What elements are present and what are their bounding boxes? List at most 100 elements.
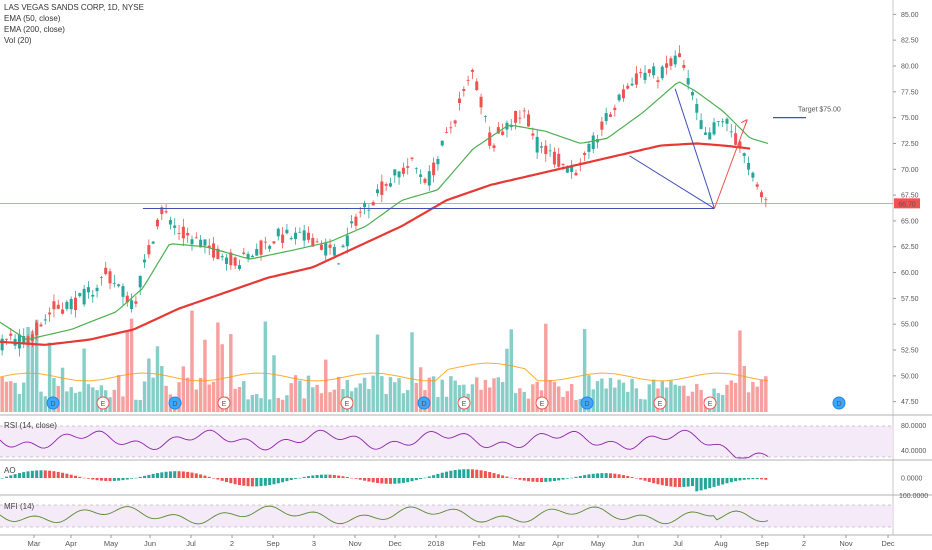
ao-bar [548, 478, 552, 482]
price-tick-label: 65.00 [901, 218, 919, 225]
candle-body [570, 165, 574, 172]
legend-ema50: EMA (50, close) [4, 14, 61, 23]
candle-body [337, 263, 341, 265]
volume-bar [129, 318, 134, 412]
ao-bar [393, 478, 397, 484]
volume-bar [393, 382, 397, 412]
candle-body [194, 237, 198, 239]
candle-body [160, 207, 164, 215]
ao-bar [544, 478, 548, 482]
ao-bar [117, 478, 121, 481]
volume-bar [198, 377, 203, 412]
candle-body [703, 132, 707, 135]
ao-bar [522, 478, 526, 481]
volume-bar [56, 385, 60, 412]
candle-body [565, 166, 569, 173]
volume-bar [336, 376, 341, 412]
candle-body [479, 96, 483, 108]
chart-title: LAS VEGAS SANDS CORP, 1D, NYSE [4, 3, 144, 12]
candle-body [61, 309, 65, 314]
volume-bar [185, 377, 190, 412]
candle-body [285, 229, 289, 234]
candle-body [259, 240, 263, 255]
ao-bar [112, 478, 116, 481]
candle-body [539, 146, 543, 148]
volume-bar [647, 384, 652, 412]
volume-bar [233, 388, 237, 412]
volume-ma-line [0, 362, 769, 382]
ao-bar [203, 475, 207, 478]
rsi-tick-80: 80.0000 [901, 423, 926, 430]
candle-body [263, 241, 267, 243]
ao-bar [255, 478, 259, 487]
ao-bar [121, 478, 125, 481]
price-tick-label: 60.00 [901, 270, 919, 277]
ao-bar [65, 473, 69, 478]
ao-bar [449, 470, 453, 478]
candle-body [440, 140, 444, 146]
candle-body [345, 235, 349, 247]
time-tick-label: Nov [348, 539, 362, 548]
ao-bar [406, 478, 410, 483]
candle-body [721, 121, 725, 123]
price-tick-label: 80.00 [901, 63, 919, 70]
volume-bar [311, 387, 315, 412]
candle-body [393, 169, 397, 176]
candle-body [186, 232, 190, 236]
candle-body [634, 73, 638, 85]
candle-body [501, 131, 505, 135]
volume-bar [449, 376, 453, 412]
volume-bar [298, 380, 302, 412]
candle-body [548, 150, 552, 152]
candle-body [531, 133, 535, 136]
candle-body [522, 110, 526, 112]
candle-body [470, 69, 474, 72]
volume-bar [138, 399, 142, 412]
candle-body [281, 234, 285, 243]
volume-bar [638, 398, 643, 412]
candle-body [332, 246, 336, 256]
candle-body [177, 233, 181, 234]
volume-bar [578, 398, 583, 412]
candle-body [311, 238, 315, 247]
candle-body [630, 83, 634, 86]
event-marker [96, 396, 110, 410]
candle-body [535, 136, 539, 153]
time-tick-label: Apr [65, 539, 77, 548]
ao-bar [181, 471, 185, 478]
ao-bar [371, 478, 375, 483]
ao-bar [738, 478, 742, 481]
volume-bar [22, 382, 26, 412]
time-tick-label: Dec [881, 539, 895, 548]
candle-body [367, 209, 371, 211]
ao-bar [673, 478, 677, 487]
ao-bar [212, 478, 216, 479]
volume-bar [548, 379, 552, 412]
time-tick-label: 2 [230, 539, 234, 548]
volume-bar [91, 387, 95, 412]
ao-bar [91, 478, 95, 480]
ao-bar [596, 473, 600, 478]
candle-body [397, 171, 401, 178]
ao-bar [703, 478, 707, 490]
ao-bar [164, 471, 168, 478]
candle-body [216, 248, 220, 259]
time-tick-label: 3 [312, 539, 316, 548]
candle-body [350, 221, 354, 224]
rsi-tick-40: 40.0000 [901, 448, 926, 455]
ao-bar [466, 469, 470, 478]
candle-body [190, 239, 194, 245]
volume-bar [526, 398, 531, 412]
time-tick-label: Jul [186, 539, 196, 548]
candle-body [708, 132, 712, 140]
ao-bar [345, 476, 349, 478]
candle-body [181, 226, 185, 239]
volume-bar [388, 377, 393, 412]
volume-bar [4, 381, 9, 412]
volume-bar [574, 399, 578, 412]
ao-bar [138, 476, 142, 478]
candle-body [660, 66, 664, 79]
candle-body [401, 167, 405, 174]
volume-bar [405, 390, 410, 412]
